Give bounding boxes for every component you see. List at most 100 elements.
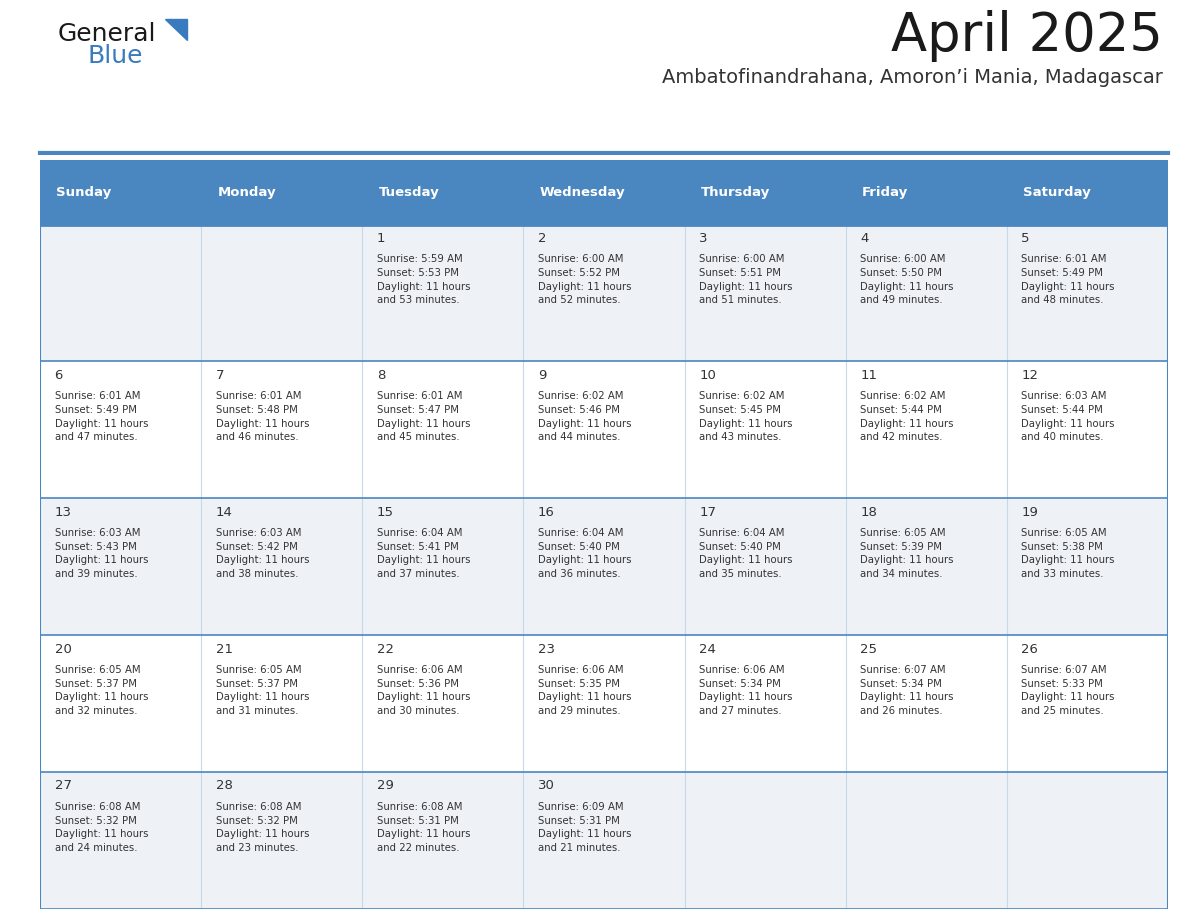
Text: Sunrise: 6:02 AM
Sunset: 5:46 PM
Daylight: 11 hours
and 44 minutes.: Sunrise: 6:02 AM Sunset: 5:46 PM Dayligh…	[538, 391, 632, 442]
Text: Sunrise: 6:00 AM
Sunset: 5:52 PM
Daylight: 11 hours
and 52 minutes.: Sunrise: 6:00 AM Sunset: 5:52 PM Dayligh…	[538, 254, 632, 306]
Text: Sunrise: 6:06 AM
Sunset: 5:35 PM
Daylight: 11 hours
and 29 minutes.: Sunrise: 6:06 AM Sunset: 5:35 PM Dayligh…	[538, 665, 632, 716]
Text: Sunrise: 6:03 AM
Sunset: 5:43 PM
Daylight: 11 hours
and 39 minutes.: Sunrise: 6:03 AM Sunset: 5:43 PM Dayligh…	[55, 528, 148, 579]
Text: 13: 13	[55, 506, 71, 519]
FancyBboxPatch shape	[362, 635, 524, 772]
FancyBboxPatch shape	[846, 498, 1007, 635]
Text: Sunrise: 6:04 AM
Sunset: 5:41 PM
Daylight: 11 hours
and 37 minutes.: Sunrise: 6:04 AM Sunset: 5:41 PM Dayligh…	[377, 528, 470, 579]
FancyBboxPatch shape	[362, 362, 524, 498]
Text: Monday: Monday	[217, 185, 276, 198]
FancyBboxPatch shape	[40, 772, 201, 909]
Text: 22: 22	[377, 643, 393, 655]
Text: Sunrise: 6:09 AM
Sunset: 5:31 PM
Daylight: 11 hours
and 21 minutes.: Sunrise: 6:09 AM Sunset: 5:31 PM Dayligh…	[538, 802, 632, 853]
FancyBboxPatch shape	[1007, 225, 1168, 362]
Text: Sunrise: 6:05 AM
Sunset: 5:39 PM
Daylight: 11 hours
and 34 minutes.: Sunrise: 6:05 AM Sunset: 5:39 PM Dayligh…	[860, 528, 954, 579]
Text: Sunrise: 6:05 AM
Sunset: 5:37 PM
Daylight: 11 hours
and 31 minutes.: Sunrise: 6:05 AM Sunset: 5:37 PM Dayligh…	[216, 665, 309, 716]
FancyBboxPatch shape	[40, 160, 201, 225]
FancyBboxPatch shape	[1007, 498, 1168, 635]
FancyBboxPatch shape	[201, 635, 362, 772]
Text: Sunrise: 6:07 AM
Sunset: 5:33 PM
Daylight: 11 hours
and 25 minutes.: Sunrise: 6:07 AM Sunset: 5:33 PM Dayligh…	[1022, 665, 1114, 716]
FancyBboxPatch shape	[684, 772, 846, 909]
Text: 25: 25	[860, 643, 877, 655]
Text: Sunrise: 6:08 AM
Sunset: 5:32 PM
Daylight: 11 hours
and 24 minutes.: Sunrise: 6:08 AM Sunset: 5:32 PM Dayligh…	[55, 802, 148, 853]
FancyBboxPatch shape	[40, 498, 201, 635]
Text: 30: 30	[538, 779, 555, 792]
FancyBboxPatch shape	[362, 160, 524, 225]
Text: April 2025: April 2025	[891, 10, 1163, 62]
Text: General: General	[58, 22, 157, 46]
Text: 21: 21	[216, 643, 233, 655]
Text: 24: 24	[699, 643, 716, 655]
Text: 9: 9	[538, 369, 546, 382]
Text: 12: 12	[1022, 369, 1038, 382]
Text: Sunrise: 6:04 AM
Sunset: 5:40 PM
Daylight: 11 hours
and 36 minutes.: Sunrise: 6:04 AM Sunset: 5:40 PM Dayligh…	[538, 528, 632, 579]
Text: Sunrise: 6:08 AM
Sunset: 5:31 PM
Daylight: 11 hours
and 22 minutes.: Sunrise: 6:08 AM Sunset: 5:31 PM Dayligh…	[377, 802, 470, 853]
FancyBboxPatch shape	[201, 362, 362, 498]
Text: Sunrise: 6:05 AM
Sunset: 5:37 PM
Daylight: 11 hours
and 32 minutes.: Sunrise: 6:05 AM Sunset: 5:37 PM Dayligh…	[55, 665, 148, 716]
FancyBboxPatch shape	[684, 635, 846, 772]
Text: Friday: Friday	[861, 185, 908, 198]
Text: Sunrise: 6:01 AM
Sunset: 5:49 PM
Daylight: 11 hours
and 47 minutes.: Sunrise: 6:01 AM Sunset: 5:49 PM Dayligh…	[55, 391, 148, 442]
FancyBboxPatch shape	[846, 225, 1007, 362]
FancyBboxPatch shape	[524, 772, 684, 909]
FancyBboxPatch shape	[201, 225, 362, 362]
Text: Sunrise: 6:02 AM
Sunset: 5:45 PM
Daylight: 11 hours
and 43 minutes.: Sunrise: 6:02 AM Sunset: 5:45 PM Dayligh…	[699, 391, 792, 442]
FancyBboxPatch shape	[1007, 362, 1168, 498]
FancyBboxPatch shape	[40, 635, 201, 772]
Text: 14: 14	[216, 506, 233, 519]
Text: 8: 8	[377, 369, 385, 382]
Text: Sunrise: 6:08 AM
Sunset: 5:32 PM
Daylight: 11 hours
and 23 minutes.: Sunrise: 6:08 AM Sunset: 5:32 PM Dayligh…	[216, 802, 309, 853]
Text: 4: 4	[860, 232, 868, 245]
Text: Sunrise: 6:05 AM
Sunset: 5:38 PM
Daylight: 11 hours
and 33 minutes.: Sunrise: 6:05 AM Sunset: 5:38 PM Dayligh…	[1022, 528, 1114, 579]
FancyBboxPatch shape	[846, 635, 1007, 772]
FancyBboxPatch shape	[40, 225, 201, 362]
Text: 11: 11	[860, 369, 877, 382]
FancyBboxPatch shape	[684, 498, 846, 635]
FancyBboxPatch shape	[362, 772, 524, 909]
Text: Sunrise: 6:06 AM
Sunset: 5:34 PM
Daylight: 11 hours
and 27 minutes.: Sunrise: 6:06 AM Sunset: 5:34 PM Dayligh…	[699, 665, 792, 716]
Text: 19: 19	[1022, 506, 1038, 519]
FancyBboxPatch shape	[524, 362, 684, 498]
Text: 5: 5	[1022, 232, 1030, 245]
FancyBboxPatch shape	[1007, 635, 1168, 772]
FancyBboxPatch shape	[846, 362, 1007, 498]
Text: Sunrise: 6:01 AM
Sunset: 5:49 PM
Daylight: 11 hours
and 48 minutes.: Sunrise: 6:01 AM Sunset: 5:49 PM Dayligh…	[1022, 254, 1114, 306]
Text: Sunday: Sunday	[56, 185, 112, 198]
FancyBboxPatch shape	[201, 160, 362, 225]
Text: 27: 27	[55, 779, 71, 792]
FancyBboxPatch shape	[201, 772, 362, 909]
FancyBboxPatch shape	[524, 635, 684, 772]
FancyBboxPatch shape	[40, 362, 201, 498]
FancyBboxPatch shape	[1007, 772, 1168, 909]
Text: 10: 10	[699, 369, 716, 382]
Text: 26: 26	[1022, 643, 1038, 655]
Text: 6: 6	[55, 369, 63, 382]
Text: Sunrise: 6:00 AM
Sunset: 5:51 PM
Daylight: 11 hours
and 51 minutes.: Sunrise: 6:00 AM Sunset: 5:51 PM Dayligh…	[699, 254, 792, 306]
Text: 7: 7	[216, 369, 225, 382]
Text: 18: 18	[860, 506, 877, 519]
Text: Tuesday: Tuesday	[379, 185, 440, 198]
Text: Sunrise: 6:02 AM
Sunset: 5:44 PM
Daylight: 11 hours
and 42 minutes.: Sunrise: 6:02 AM Sunset: 5:44 PM Dayligh…	[860, 391, 954, 442]
FancyBboxPatch shape	[684, 160, 846, 225]
FancyBboxPatch shape	[846, 772, 1007, 909]
FancyBboxPatch shape	[201, 498, 362, 635]
FancyBboxPatch shape	[524, 160, 684, 225]
Text: Wednesday: Wednesday	[539, 185, 625, 198]
Text: Thursday: Thursday	[701, 185, 770, 198]
FancyBboxPatch shape	[362, 498, 524, 635]
Text: Sunrise: 6:01 AM
Sunset: 5:47 PM
Daylight: 11 hours
and 45 minutes.: Sunrise: 6:01 AM Sunset: 5:47 PM Dayligh…	[377, 391, 470, 442]
Text: 29: 29	[377, 779, 393, 792]
Text: 23: 23	[538, 643, 555, 655]
Text: Sunrise: 5:59 AM
Sunset: 5:53 PM
Daylight: 11 hours
and 53 minutes.: Sunrise: 5:59 AM Sunset: 5:53 PM Dayligh…	[377, 254, 470, 306]
Text: Saturday: Saturday	[1023, 185, 1091, 198]
Text: Sunrise: 6:07 AM
Sunset: 5:34 PM
Daylight: 11 hours
and 26 minutes.: Sunrise: 6:07 AM Sunset: 5:34 PM Dayligh…	[860, 665, 954, 716]
FancyBboxPatch shape	[684, 225, 846, 362]
FancyBboxPatch shape	[524, 225, 684, 362]
Polygon shape	[165, 19, 187, 40]
Text: Sunrise: 6:03 AM
Sunset: 5:44 PM
Daylight: 11 hours
and 40 minutes.: Sunrise: 6:03 AM Sunset: 5:44 PM Dayligh…	[1022, 391, 1114, 442]
Text: 16: 16	[538, 506, 555, 519]
Text: 28: 28	[216, 779, 233, 792]
Text: Sunrise: 6:00 AM
Sunset: 5:50 PM
Daylight: 11 hours
and 49 minutes.: Sunrise: 6:00 AM Sunset: 5:50 PM Dayligh…	[860, 254, 954, 306]
Text: 20: 20	[55, 643, 71, 655]
Text: Sunrise: 6:04 AM
Sunset: 5:40 PM
Daylight: 11 hours
and 35 minutes.: Sunrise: 6:04 AM Sunset: 5:40 PM Dayligh…	[699, 528, 792, 579]
Text: 3: 3	[699, 232, 708, 245]
